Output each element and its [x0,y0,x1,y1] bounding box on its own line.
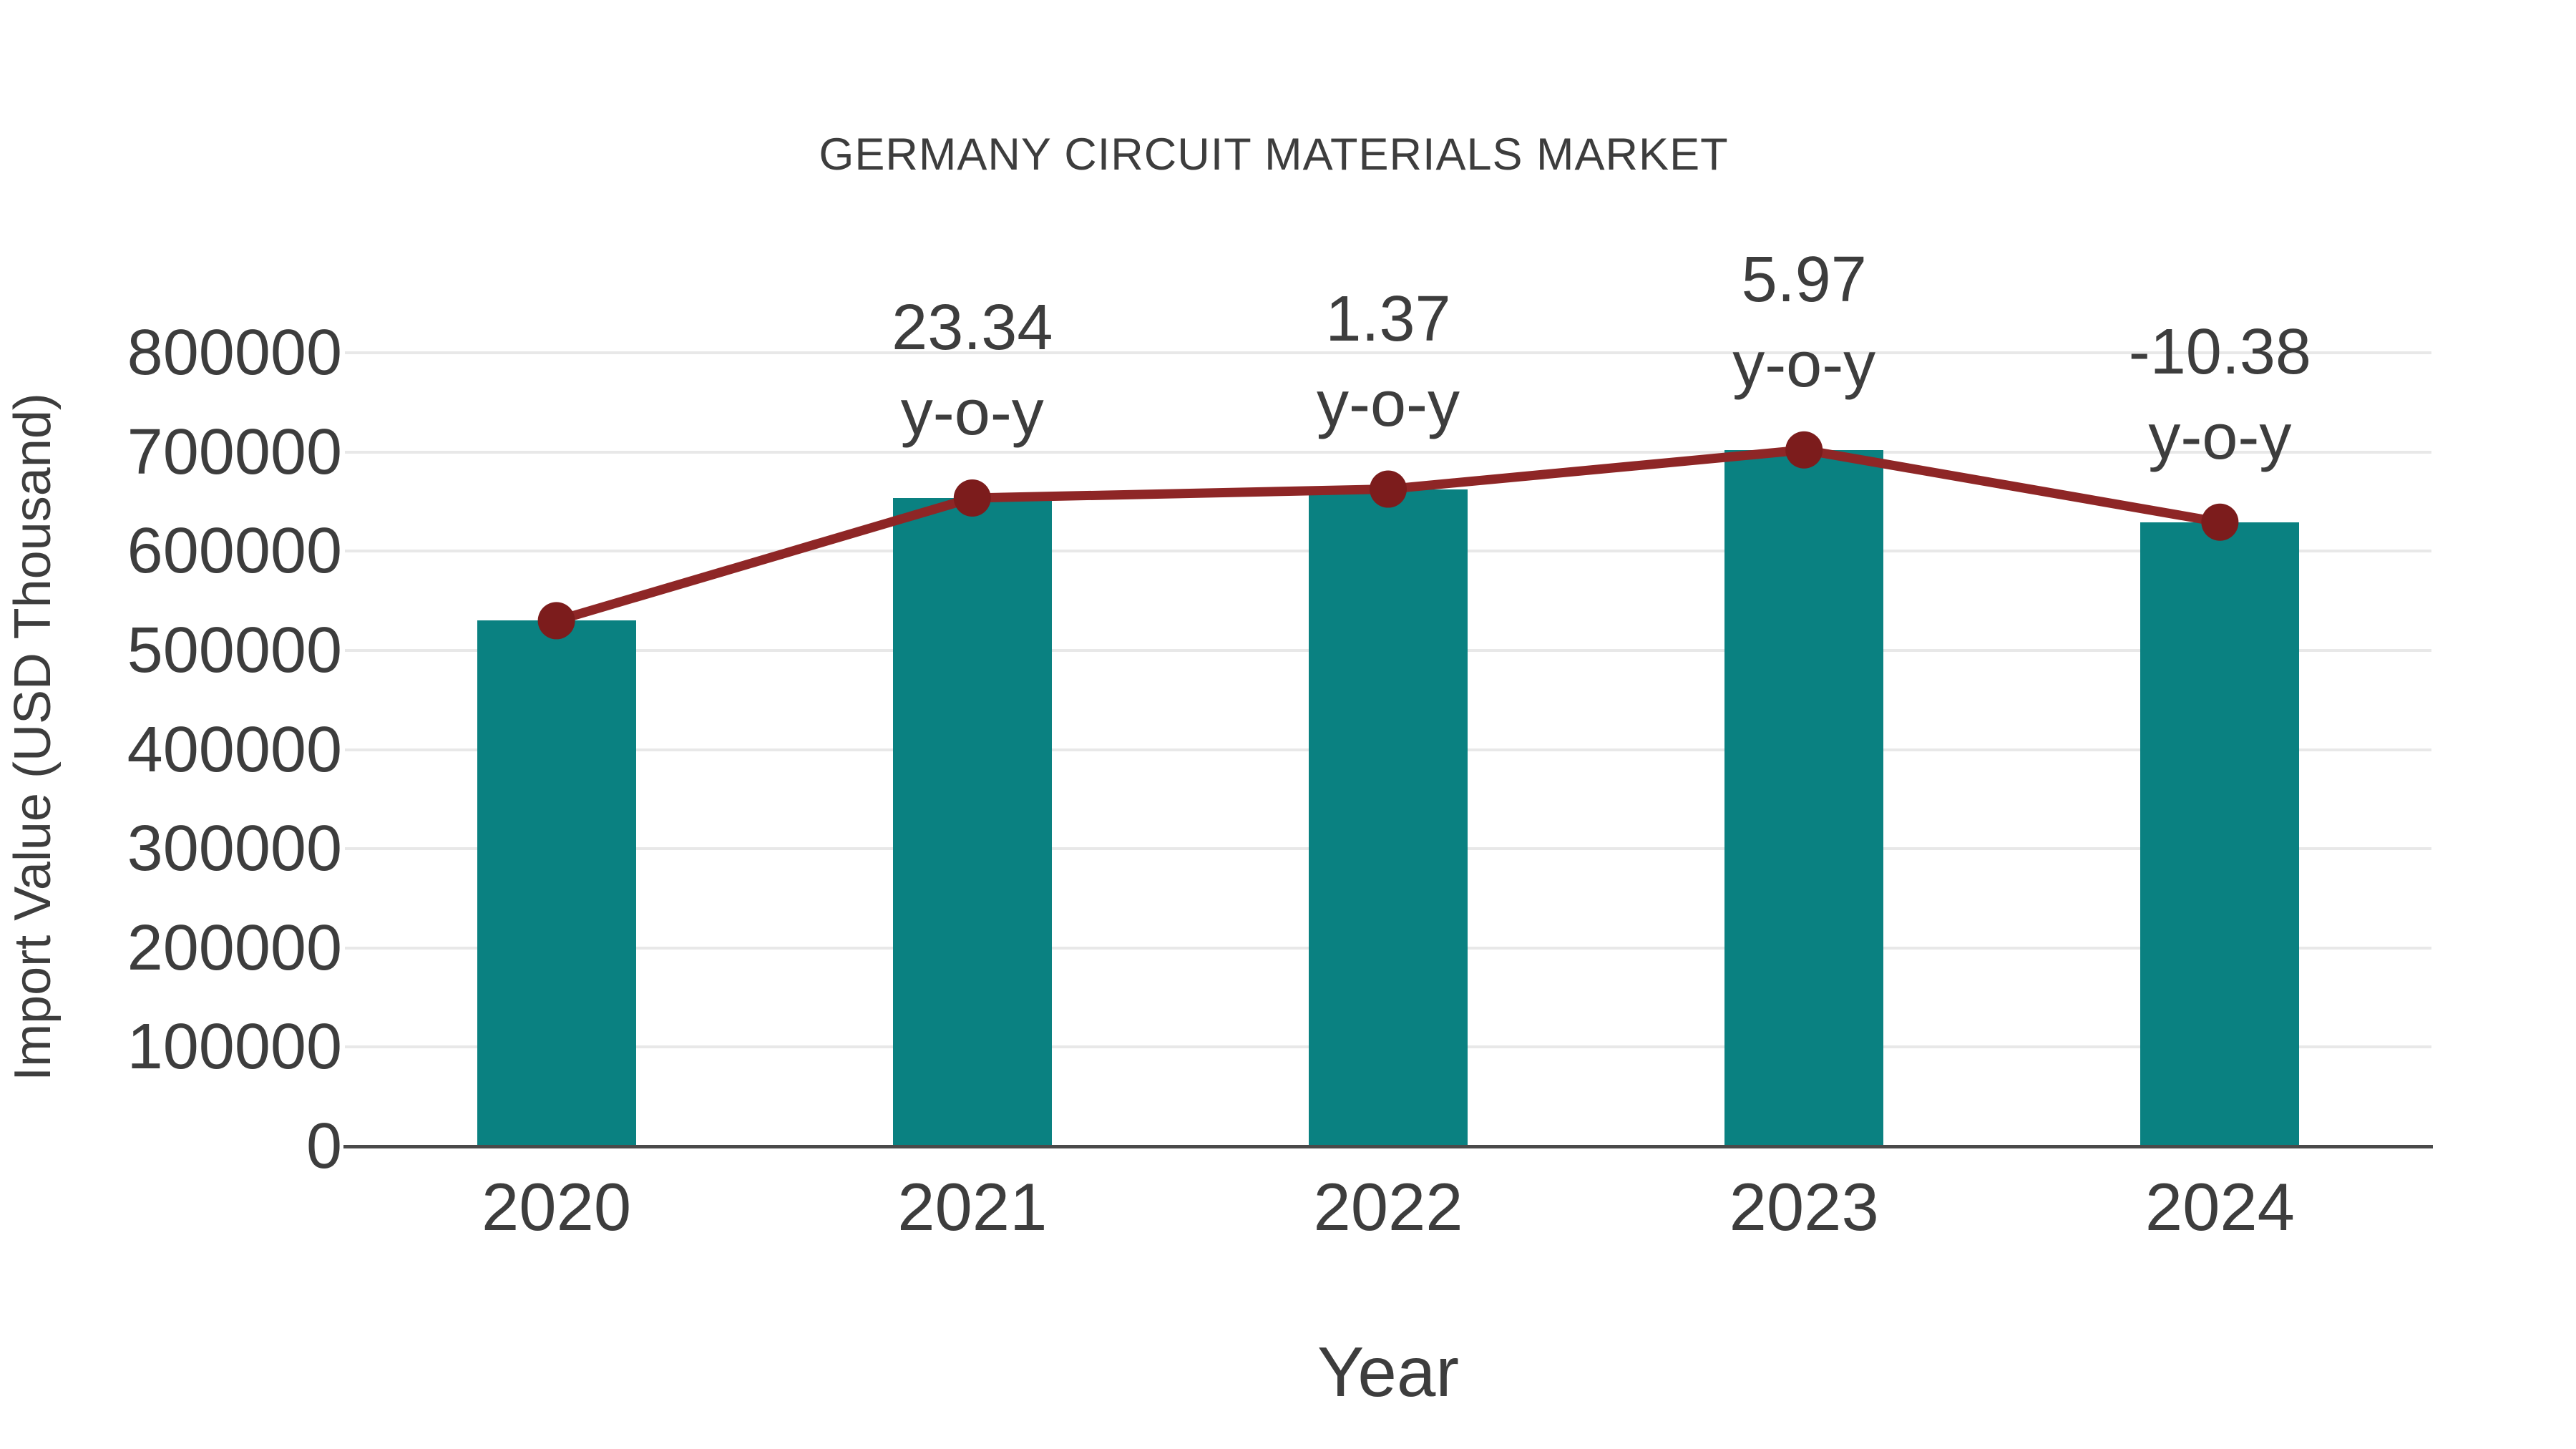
yoy-annotation-2022: 1.37 y-o-y [1202,277,1574,447]
y-tick-label-600000: 600000 [127,515,342,587]
yoy-annotation-value: 23.34 [892,292,1053,364]
y-tick-label-400000: 400000 [127,713,342,786]
yoy-annotation-suffix: y-o-y [900,377,1044,449]
line-marker-2023 [1785,431,1823,469]
yoy-annotation-2021: 23.34 y-o-y [786,286,1158,456]
y-tick-label-100000: 100000 [127,1011,342,1083]
x-axis-title: Year [1317,1332,1459,1411]
bar-2022 [1309,489,1468,1145]
x-tick-label-2024: 2024 [2145,1169,2295,1244]
yoy-annotation-suffix: y-o-y [1732,329,1876,401]
yoy-annotation-2024: -10.38 y-o-y [2034,310,2406,480]
y-tick-label-800000: 800000 [127,317,342,389]
yoy-annotation-value: 5.97 [1741,244,1867,316]
gridline-800000 [345,351,2431,355]
y-tick-label-0: 0 [306,1111,342,1182]
x-tick-label-2020: 2020 [482,1169,632,1244]
bar-2023 [1724,449,1884,1145]
yoy-annotation-value: -10.38 [2128,316,2311,389]
bar-2024 [2140,522,2300,1145]
chart-title: GERMANY CIRCUIT MATERIALS MARKET [819,130,1729,180]
yoy-annotation-suffix: y-o-y [1317,369,1460,441]
yoy-annotation-value: 1.37 [1325,283,1451,356]
x-axis-line [343,1145,2433,1148]
x-tick-label-2022: 2022 [1313,1169,1463,1244]
bar-2020 [477,620,636,1145]
x-tick-label-2023: 2023 [1729,1169,1879,1244]
bar-2021 [892,497,1052,1145]
y-tick-label-500000: 500000 [127,615,342,686]
line-marker-2024 [2201,503,2239,541]
y-tick-label-300000: 300000 [127,813,342,885]
yoy-annotation-2023: 5.97 y-o-y [1618,238,1990,408]
line-marker-2022 [1370,470,1407,508]
y-tick-label-700000: 700000 [127,416,342,488]
yoy-annotation-suffix: y-o-y [2148,401,2292,474]
line-marker-2020 [537,602,575,640]
y-tick-label-200000: 200000 [127,912,342,984]
x-tick-label-2021: 2021 [897,1169,1048,1244]
line-marker-2021 [953,479,991,517]
gridline-700000 [345,450,2431,454]
